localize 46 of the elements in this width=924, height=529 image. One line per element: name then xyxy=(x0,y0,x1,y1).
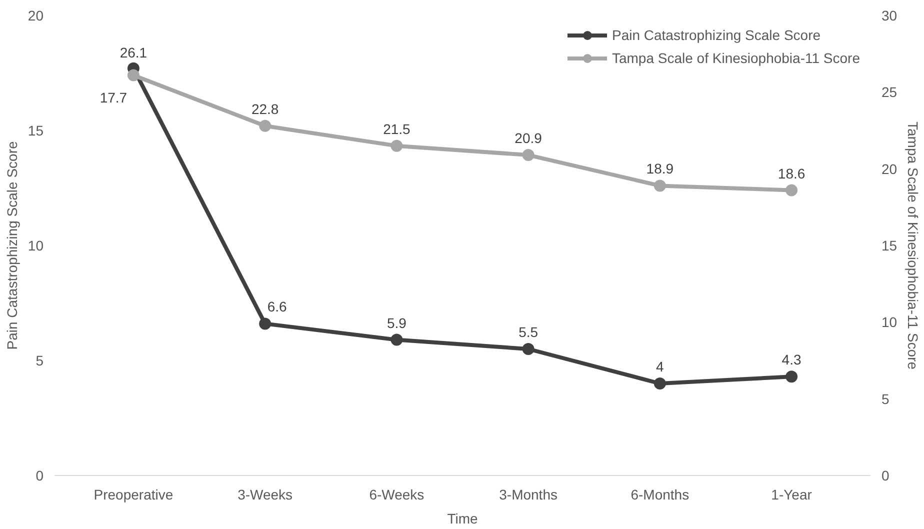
y-axis-title: Pain Catastrophizing Scale Score xyxy=(4,141,20,350)
y2-tick-label: 0 xyxy=(882,468,890,484)
y-tick-label: 5 xyxy=(36,352,44,368)
data-label: 5.5 xyxy=(518,324,538,340)
point xyxy=(259,318,272,330)
y-tick-label: 0 xyxy=(36,468,44,484)
data-label: 21.5 xyxy=(383,120,411,137)
y2-tick-label: 5 xyxy=(882,390,890,407)
point xyxy=(522,149,534,162)
data-label: 22.8 xyxy=(251,100,279,117)
x-tick-label: 3-Weeks xyxy=(238,486,293,502)
y2-tick-label: 25 xyxy=(882,84,898,100)
x-tick-label: 6-Weeks xyxy=(369,486,424,502)
y2-tick-label: 30 xyxy=(882,8,898,24)
x-tick-label: Preoperative xyxy=(94,486,174,502)
data-label: 4 xyxy=(656,358,664,374)
point xyxy=(259,120,272,132)
point xyxy=(390,334,403,346)
data-label: 6.6 xyxy=(267,298,288,315)
data-label: 4.3 xyxy=(782,352,802,368)
y2-tick-label: 15 xyxy=(882,238,898,254)
point xyxy=(127,69,140,82)
legend-label: Tampa Scale of Kinesiophobia-11 Score xyxy=(612,50,860,66)
y2-tick-label: 20 xyxy=(882,160,898,177)
legend-label: Pain Catastrophizing Scale Score xyxy=(612,27,821,43)
point xyxy=(786,370,798,383)
x-tick-label: 3-Months xyxy=(499,486,558,502)
y-tick-label: 10 xyxy=(28,238,44,254)
x-tick-label: 6-Months xyxy=(630,486,690,502)
x-tick-label: 1-Year xyxy=(771,486,812,502)
data-label: 5.9 xyxy=(386,314,407,331)
y-tick-label: 20 xyxy=(28,8,44,24)
y2-axis-title: Tampa Scale of Kinesiophobia-11 Score xyxy=(905,122,922,370)
x-axis-title: Time xyxy=(447,510,478,526)
data-label: 18.9 xyxy=(646,160,674,177)
y2-tick-label: 10 xyxy=(882,314,898,330)
point xyxy=(390,140,403,152)
data-label: 18.6 xyxy=(778,165,806,182)
data-label: 20.9 xyxy=(514,130,542,146)
data-label: 26.1 xyxy=(120,44,148,60)
point xyxy=(786,184,798,196)
data-label: 17.7 xyxy=(100,89,128,106)
y-tick-label: 15 xyxy=(28,122,44,138)
point xyxy=(654,180,666,192)
point xyxy=(522,343,534,355)
point xyxy=(654,378,666,390)
